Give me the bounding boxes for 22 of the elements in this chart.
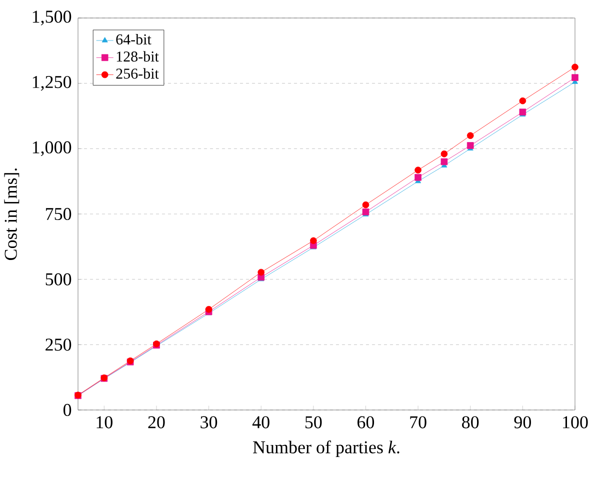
x-tick-label: 40	[252, 416, 270, 428]
legend-label: 64-bit	[116, 34, 152, 45]
y-tick-label: 250	[46, 338, 72, 351]
y-tick-label: 500	[46, 273, 72, 286]
x-tick-label: 60	[358, 416, 374, 428]
y-axis-title: Cost in [ms].	[4, 168, 20, 260]
legend-label: 128-bit	[116, 51, 159, 62]
x-tick-label: 50	[305, 416, 322, 428]
y-tick-label: 1,500	[32, 10, 72, 26]
y-tick-label: 1,000	[32, 141, 72, 156]
x-tick-label: 30	[200, 416, 218, 428]
x-tick-label: 80	[462, 416, 479, 428]
y-tick-label: 0	[63, 404, 72, 416]
y-tick-label: 1,250	[32, 76, 72, 91]
y-tick-label: 750	[46, 208, 72, 220]
x-tick-label: 10	[96, 416, 112, 428]
legend-label: 256-bit	[116, 68, 159, 79]
x-tick-label: 100	[563, 416, 588, 428]
x-tick-label: 20	[148, 416, 165, 428]
x-tick-label: 90	[514, 416, 531, 428]
x-axis-title: Number of parties k.	[253, 440, 400, 458]
x-tick-label: 70	[410, 416, 426, 428]
